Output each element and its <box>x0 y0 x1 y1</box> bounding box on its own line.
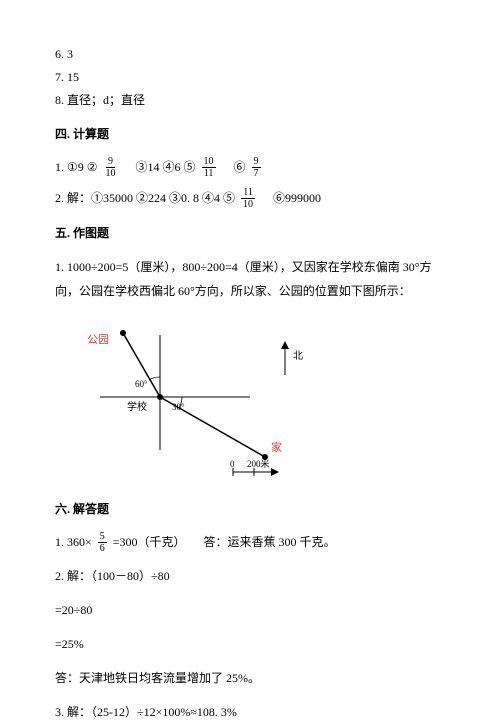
sec6-q1-p2: =300（千克） 答：运来香蕉 300 千克。 <box>113 533 336 552</box>
sec4-q2-p2: ⑥999000 <box>261 189 321 208</box>
label-scale0: 0 <box>230 459 235 469</box>
label-30: 30° <box>172 402 185 412</box>
section-5-title: 五. 作图题 <box>55 224 445 243</box>
sec4-q1: 1. ①9 ② 9 10 ③14 ④6 ⑤ 10 11 ⑥ 9 7 <box>55 156 445 179</box>
label-park: 公园 <box>87 333 109 346</box>
sec6-q1: 1. 360× 5 6 =300（千克） 答：运来香蕉 300 千克。 <box>55 531 445 554</box>
frac-num: 10 <box>202 156 216 168</box>
diagram-svg: 公园 学校 家 北 60° 30° 0 200米 <box>75 315 335 480</box>
sec4-q1-p1: 1. ①9 ② <box>55 158 98 177</box>
sec6-q2d: 答：天津地铁日均客流量增加了 25%。 <box>55 666 445 690</box>
frac-5-6: 5 6 <box>98 531 107 554</box>
label-scale200: 200米 <box>247 458 270 469</box>
sec5-diagram: 公园 学校 家 北 60° 30° 0 200米 <box>75 315 445 486</box>
frac-den: 7 <box>252 168 261 179</box>
label-north: 北 <box>293 350 303 362</box>
frac-11-10: 11 10 <box>241 187 255 210</box>
frac-den: 10 <box>241 199 255 210</box>
sec6-q3: 3. 解：（25-12）÷12×100%≈108. 3% <box>55 700 445 724</box>
sec5-para: 1. 1000÷200=5（厘米），800÷200=4（厘米），又因家在学校东偏… <box>55 255 445 303</box>
sec4-q2-p1: 2. 解：①35000 ②224 ③0. 8 ④4 ⑤ <box>55 189 235 208</box>
sec6-q2c: =25% <box>55 632 445 656</box>
label-60: 60° <box>135 379 148 389</box>
sec4-q1-p2: ③14 ④6 ⑤ <box>124 158 196 177</box>
frac-den: 6 <box>98 543 107 554</box>
sec6-q1-p1: 1. 360× <box>55 533 92 552</box>
frac-den: 11 <box>202 168 216 179</box>
frac-9-10: 9 10 <box>104 156 118 179</box>
frac-den: 10 <box>104 168 118 179</box>
top-line-2: 7. 15 <box>55 68 445 87</box>
frac-num: 9 <box>252 156 261 168</box>
sec4-q2: 2. 解：①35000 ②224 ③0. 8 ④4 ⑤ 11 10 ⑥99900… <box>55 187 445 210</box>
section-6-title: 六. 解答题 <box>55 500 445 519</box>
label-school: 学校 <box>127 400 147 413</box>
frac-9-7: 9 7 <box>252 156 261 179</box>
frac-10-11: 10 11 <box>202 156 216 179</box>
top-line-1: 6. 3 <box>55 45 445 64</box>
label-home: 家 <box>271 440 282 454</box>
sec6-q2b: =20÷80 <box>55 598 445 622</box>
top-line-3: 8. 直径；d；直径 <box>55 91 445 110</box>
sec4-q1-p3: ⑥ <box>222 158 246 177</box>
frac-num: 9 <box>106 156 115 168</box>
section-4-title: 四. 计算题 <box>55 125 445 144</box>
sec6-q2a: 2. 解：（100－80）÷80 <box>55 564 445 588</box>
frac-num: 5 <box>98 531 107 543</box>
frac-num: 11 <box>241 187 255 199</box>
